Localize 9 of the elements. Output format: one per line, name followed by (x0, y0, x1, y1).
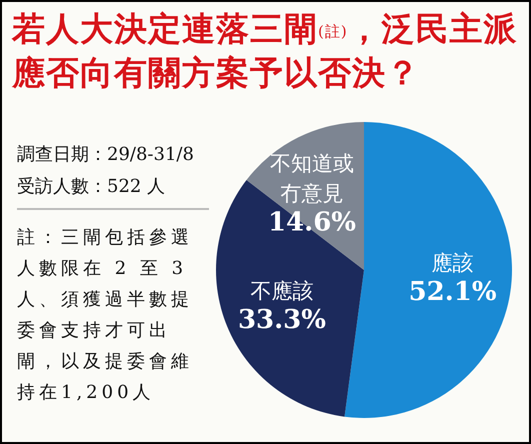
data-label: 52.1% (408, 276, 497, 307)
data-label: 33.3% (238, 304, 326, 335)
text: 受訪人數：522 人 (17, 175, 166, 198)
text: 註：三閘包括參選人數限在 2 至 3 人、須獲過半數提委會支持才可出閘，以及提委會維持在1,200人 (17, 226, 194, 405)
slice-label: 不知道或冇意見 (270, 151, 354, 206)
slice-label: 應該 (432, 250, 474, 275)
slice-label: 不應該 (250, 278, 314, 303)
text: 調查日期：29/8-31/8 (17, 143, 194, 166)
pie-slice (216, 180, 364, 417)
